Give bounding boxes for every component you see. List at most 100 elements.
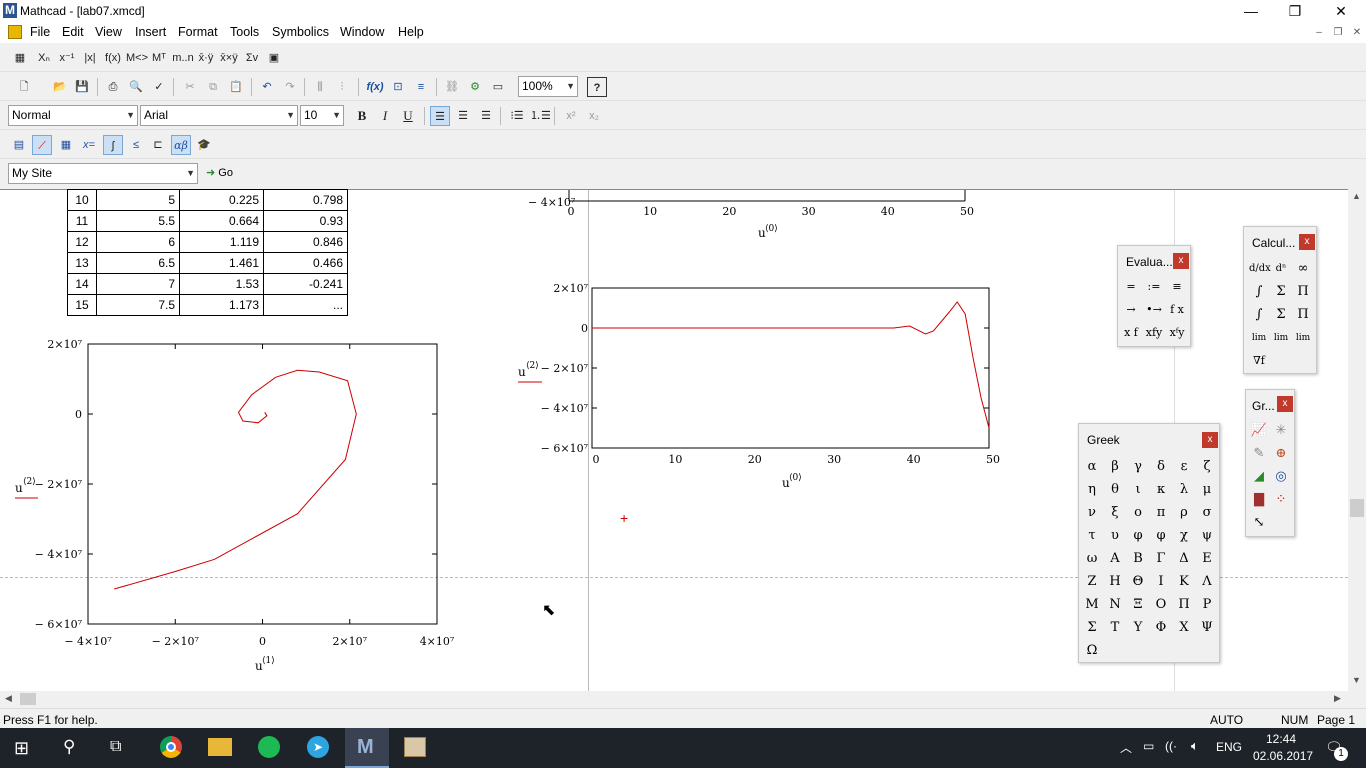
menu-window[interactable]: Window [340, 25, 385, 39]
graph-close-button[interactable]: x [1277, 396, 1293, 412]
greek-letter-button[interactable]: Χ [1179, 620, 1189, 635]
greek-letter-button[interactable]: Ν [1109, 597, 1121, 612]
close-button[interactable]: ✕ [1335, 3, 1347, 19]
battery-icon[interactable]: ▭ [1143, 739, 1155, 753]
greek-letter-button[interactable]: Ω [1086, 643, 1098, 658]
range-sum-icon[interactable]: Σ [1276, 284, 1286, 299]
greek-close-button[interactable]: x [1202, 432, 1218, 448]
align-center-icon[interactable]: ☰ [458, 110, 468, 122]
copy-icon[interactable]: ⧉ [209, 81, 217, 93]
print-preview-icon[interactable]: 🔍 [129, 81, 143, 93]
evaluation-operator-button[interactable]: := [1147, 280, 1161, 293]
cross-product-button[interactable]: x̄×ÿ [220, 52, 238, 64]
bullets-icon[interactable]: ⁝☰ [510, 110, 524, 122]
menu-symbolics[interactable]: Symbolics [272, 25, 329, 39]
definite-integral-icon[interactable]: ∫ [1255, 284, 1263, 299]
greek-letter-button[interactable]: Υ [1133, 620, 1143, 635]
doc-minimize-icon[interactable]: – [1316, 27, 1322, 38]
horizontal-scroll-thumb[interactable] [20, 693, 36, 705]
determinant-button[interactable]: |x| [84, 52, 96, 64]
subscript-icon[interactable]: x₂ [589, 110, 599, 122]
spell-check-icon[interactable]: ✓ [154, 81, 164, 93]
matrix-toolbar-icon[interactable]: ▦ [60, 139, 72, 151]
insert-unit-icon[interactable]: ⊡ [393, 81, 403, 93]
greek-letter-button[interactable]: λ [1179, 482, 1189, 497]
greek-letter-button[interactable]: Π [1178, 597, 1190, 612]
style-select[interactable]: Normal ▼ [8, 105, 138, 126]
help-button[interactable]: ? [587, 77, 607, 97]
nth-derivative-icon[interactable]: dⁿ [1275, 263, 1287, 274]
xy-plot-icon[interactable]: 📈 [1250, 423, 1268, 438]
greek-letter-button[interactable]: Γ [1156, 551, 1166, 566]
transpose-button[interactable]: Mᵀ [152, 52, 166, 64]
insert-function-icon[interactable]: f(x) [366, 81, 384, 93]
zoom-select[interactable]: 100% ▼ [518, 76, 578, 97]
greek-letter-button[interactable]: ξ [1111, 505, 1119, 520]
tray-chevron-icon[interactable]: ︿ [1120, 741, 1133, 755]
results-matrix[interactable]: 10 5 0.225 0.798 11 5.5 0.664 0.93 12 6 1.119 0.846… [67, 189, 348, 316]
greek-letter-button[interactable]: δ [1157, 459, 1165, 474]
greek-letter-button[interactable]: Ο [1155, 597, 1167, 612]
gradient-icon[interactable]: ∇f [1253, 354, 1265, 367]
indefinite-integral-icon[interactable]: ∫ [1255, 307, 1263, 322]
evaluation-close-button[interactable]: x [1173, 253, 1189, 269]
calculate-icon[interactable]: ≡ [417, 81, 425, 93]
greek-letter-button[interactable]: μ [1202, 482, 1212, 497]
restore-button[interactable]: ❐ [1288, 3, 1302, 19]
zoom-plot-icon[interactable]: ✎ [1253, 446, 1265, 461]
symbolic-toolbar-icon[interactable]: 🎓 [197, 139, 211, 151]
italic-button[interactable]: I [382, 108, 388, 123]
align-right-icon[interactable]: ☰ [481, 110, 491, 122]
evaluation-operator-button[interactable]: xfy [1145, 326, 1163, 339]
greek-letter-button[interactable]: Λ [1202, 574, 1212, 589]
vector-field-plot-icon[interactable]: ⤡ [1253, 515, 1265, 530]
evaluation-operator-button[interactable]: → [1126, 303, 1136, 316]
chrome-icon[interactable] [160, 736, 182, 758]
new-document-icon[interactable]: 🗋 [19, 81, 29, 93]
greek-letter-button[interactable]: ν [1088, 505, 1096, 520]
greek-letter-button[interactable]: τ [1088, 528, 1096, 543]
bold-button[interactable]: B [357, 108, 367, 123]
horizontal-scrollbar[interactable]: ◀ ▶ [0, 691, 1366, 707]
insert-component-icon[interactable]: ⚙ [470, 81, 480, 93]
windows-start-icon[interactable]: ⊞ [14, 738, 30, 758]
vectorize-button[interactable]: f(x) [105, 52, 121, 64]
greek-letter-button[interactable]: Ι [1158, 574, 1164, 589]
numbering-icon[interactable]: ⒈☰ [530, 110, 551, 122]
graph-toolbar-icon[interactable]: ⟋ [32, 135, 52, 155]
greek-letter-button[interactable]: Ζ [1087, 574, 1097, 589]
spotify-icon[interactable] [258, 736, 280, 758]
paint-icon[interactable] [404, 737, 426, 757]
greek-letter-button[interactable]: θ [1111, 482, 1119, 497]
menu-edit[interactable]: Edit [62, 25, 84, 39]
greek-letter-button[interactable]: Φ [1155, 620, 1167, 635]
clock-date[interactable]: 02.06.2017 [1253, 749, 1314, 763]
greek-letter-button[interactable]: ζ [1203, 459, 1211, 474]
summation-icon[interactable]: Σ [1276, 307, 1286, 322]
greek-letter-button[interactable]: Κ [1179, 574, 1189, 589]
greek-letter-button[interactable]: η [1088, 482, 1096, 497]
bar-plot-icon[interactable]: ▇ [1254, 492, 1264, 507]
evaluation-operator-button[interactable]: = [1126, 280, 1136, 293]
clock-time[interactable]: 12:44 [1266, 732, 1297, 746]
menu-tools[interactable]: Tools [230, 25, 260, 39]
greek-letter-button[interactable]: σ [1202, 505, 1212, 520]
infinity-icon[interactable]: ∞ [1297, 261, 1309, 276]
font-select[interactable]: Arial ▼ [140, 105, 298, 126]
derivative-icon[interactable]: d/dx [1249, 263, 1271, 274]
dot-product-button[interactable]: x̄·ÿ [198, 52, 214, 64]
greek-letter-button[interactable]: Σ [1087, 620, 1097, 635]
go-button[interactable]: ➜ Go [206, 166, 233, 179]
evaluation-operator-button[interactable]: ≡ [1172, 280, 1182, 293]
file-explorer-icon[interactable] [208, 738, 232, 756]
menu-help[interactable]: Help [398, 25, 424, 39]
inverse-button[interactable]: x⁻¹ [59, 52, 75, 64]
picture-icon[interactable]: ▣ [268, 52, 280, 64]
greek-letter-button[interactable]: ε [1180, 459, 1188, 474]
task-view-icon[interactable]: ⧉ [110, 738, 122, 755]
surface-plot-icon[interactable]: ◢ [1254, 469, 1264, 484]
greek-letter-button[interactable]: ο [1134, 505, 1142, 520]
vertical-scroll-thumb[interactable] [1350, 499, 1364, 517]
vertical-scrollbar[interactable]: ▲ ▼ [1348, 189, 1366, 691]
